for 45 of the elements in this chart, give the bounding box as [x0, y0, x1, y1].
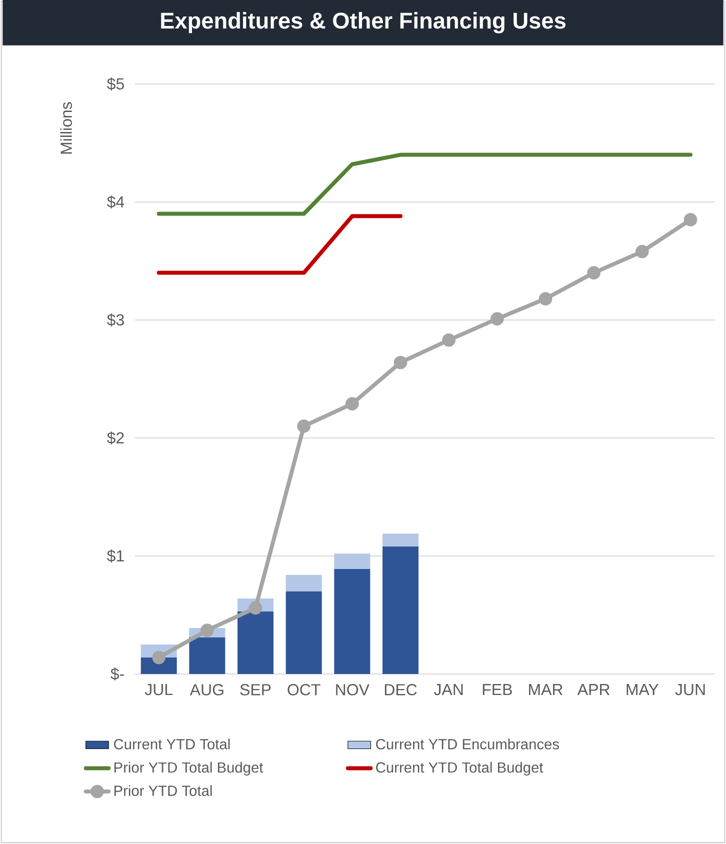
- legend-label: Current YTD Total: [114, 738, 230, 750]
- point: [490, 312, 504, 326]
- legend-label: Current YTD Encumbrances: [376, 738, 559, 750]
- bar: [334, 554, 370, 569]
- y-tick-label: $5: [106, 78, 124, 90]
- y-tick-label: $3: [106, 314, 124, 326]
- y-tick-label: $-: [110, 668, 124, 680]
- y-tick-label: $1: [106, 550, 124, 562]
- bar: [334, 568, 370, 674]
- bar: [286, 591, 322, 674]
- x-tick-label: DEC: [384, 684, 417, 696]
- x-tick-label: FEB: [482, 684, 512, 696]
- bar: [189, 637, 226, 674]
- y-axis-title: Millions: [60, 102, 72, 154]
- y-tick-label: $4: [106, 196, 124, 208]
- point: [200, 624, 214, 638]
- x-tick-label: AUG: [190, 684, 224, 696]
- x-tick-label: NOV: [336, 684, 370, 696]
- x-tick-label: SEP: [240, 684, 271, 696]
- x-tick-label: JUL: [144, 684, 173, 696]
- point: [248, 601, 262, 615]
- x-tick-label: APR: [577, 684, 610, 696]
- x-tick-label: JAN: [434, 684, 463, 696]
- legend-label: Prior YTD Total Budget: [114, 762, 264, 776]
- x-tick-label: MAR: [529, 684, 563, 696]
- legend-label: Prior YTD Total: [114, 785, 212, 796]
- point: [684, 213, 698, 226]
- point: [587, 266, 600, 280]
- point: [538, 292, 552, 306]
- bar: [382, 534, 419, 547]
- point: [442, 333, 456, 347]
- legend-label: Current YTD Total Budget: [376, 762, 544, 776]
- bar: [382, 546, 419, 674]
- y-tick-label: $2: [106, 432, 124, 444]
- point: [346, 397, 359, 410]
- point: [394, 356, 408, 370]
- point: [297, 420, 310, 433]
- point: [636, 244, 649, 258]
- bar: [238, 611, 274, 674]
- x-tick-label: OCT: [288, 684, 320, 696]
- bar: [286, 574, 322, 592]
- x-tick-label: JUN: [675, 684, 705, 696]
- point: [152, 650, 166, 664]
- chart-title: Expenditures & Other Financing Uses: [161, 12, 566, 34]
- x-tick-label: MAY: [626, 684, 659, 696]
